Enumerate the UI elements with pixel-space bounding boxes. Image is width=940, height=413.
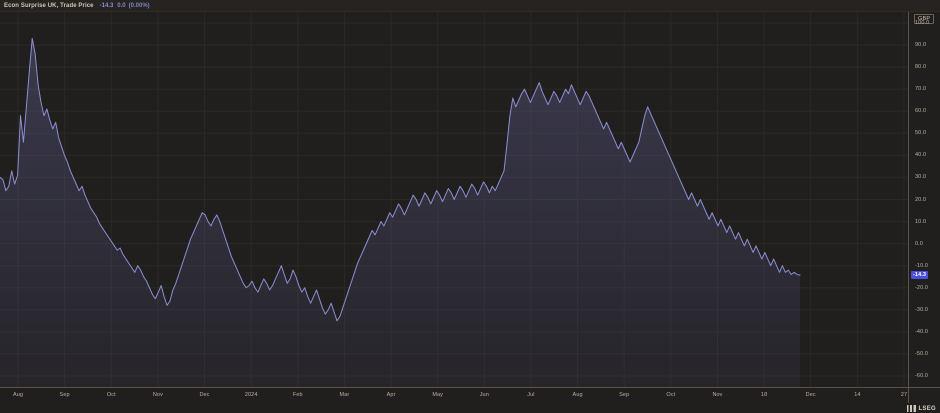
time-tick: 27 [900, 392, 908, 398]
time-tick: Oct [106, 392, 116, 398]
price-tick: -20.0 [915, 284, 929, 291]
time-tick: Aug [12, 392, 24, 398]
time-tick: Aug [572, 392, 583, 398]
chart-plot-area[interactable] [0, 12, 908, 387]
lseg-logo-icon [907, 405, 917, 412]
last-price: -14.3 [99, 2, 114, 9]
price-tick: 50.0 [915, 130, 927, 137]
price-tick: 30.0 [915, 174, 927, 181]
price-axis[interactable]: GBP 100.0 90.0 80.0 70.0 60.0 50.0 40.0 30.0 20.… [908, 12, 940, 387]
price-tick: 90.0 [915, 42, 927, 49]
time-tick: Feb [292, 392, 303, 398]
time-tick: 2024 [244, 392, 258, 398]
lseg-watermark: LSEG [907, 405, 936, 412]
brand-name: LSEG [918, 405, 936, 412]
time-tick: Jun [479, 392, 489, 398]
time-tick: Nov [712, 392, 723, 398]
time-tick: Sep [619, 392, 630, 398]
price-tick: 70.0 [915, 86, 927, 93]
price-tick: -50.0 [915, 350, 929, 357]
price-tick: 60.0 [915, 108, 927, 115]
time-tick: Mar [339, 392, 350, 398]
axis-corner-divider [908, 388, 909, 403]
time-tick: Apr [386, 392, 396, 398]
currency-label: GBP [914, 14, 935, 24]
price-change: 0.0 [117, 2, 126, 9]
time-tick: Dec [805, 392, 816, 398]
price-tick: -40.0 [915, 328, 929, 335]
series-area-fill [0, 38, 800, 387]
price-tick: 0.0 [915, 240, 923, 247]
chart-header: Econ Surprise UK, Trade Price -14.3 0.0 … [0, 0, 940, 12]
time-axis[interactable]: Aug Sep Oct Nov Dec 2024 Feb Mar Apr May Jun Jul Aug… [0, 387, 940, 413]
price-tick: -30.0 [915, 306, 929, 313]
time-tick: May [432, 392, 444, 398]
price-area-chart [0, 12, 908, 387]
price-tick: -60.0 [915, 373, 929, 379]
price-change-percent: (0.00%) [128, 2, 150, 9]
time-tick: Sep [59, 392, 70, 398]
price-tick: 80.0 [915, 64, 927, 71]
price-tick: 40.0 [915, 152, 927, 159]
series-line [0, 37, 801, 322]
price-tick: 10.0 [915, 218, 927, 225]
time-tick: 18 [760, 392, 768, 398]
time-tick: Nov [152, 392, 163, 398]
price-tick: 20.0 [915, 196, 927, 203]
price-tick: -10.0 [915, 262, 929, 269]
current-price-badge: -14.3 [911, 271, 929, 280]
time-tick: Oct [666, 392, 676, 398]
instrument-title: Econ Surprise UK, Trade Price [4, 2, 94, 9]
time-tick: Jul [527, 392, 535, 398]
time-tick: 14 [854, 392, 861, 398]
price-tick: 100.0 [915, 20, 930, 26]
time-tick: Dec [199, 392, 210, 398]
